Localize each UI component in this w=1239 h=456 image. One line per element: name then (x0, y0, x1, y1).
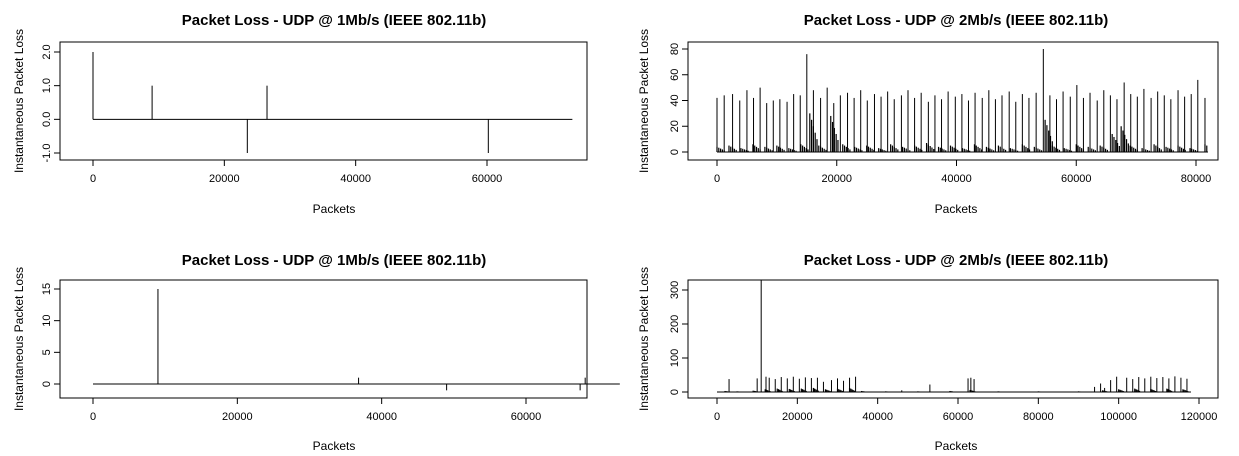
y-tick-label: 300 (669, 281, 681, 299)
x-tick-label: 20000 (222, 411, 253, 423)
x-tick-label: 40000 (366, 411, 397, 423)
x-tick-label: 80000 (1023, 411, 1054, 423)
y-axis-label-2: Instantaneous Packet Loss (637, 29, 651, 173)
chart-title-1: Packet Loss - UDP @ 1Mb/s (IEEE 802.11b) (182, 12, 486, 29)
x-tick-label: 60000 (511, 411, 542, 423)
panel-1: Packet Loss - UDP @ 1Mb/s (IEEE 802.11b)… (12, 12, 588, 216)
x-tick-label: 60000 (943, 411, 974, 423)
y-axis-label-3: Instantaneous Packet Loss (12, 267, 26, 411)
series-4 (717, 279, 1191, 393)
plot-frame-3 (59, 279, 588, 399)
plot-frame-2 (687, 41, 1219, 161)
chart-title-4: Packet Loss - UDP @ 2Mb/s (IEEE 802.11b) (804, 252, 1108, 269)
series-1 (92, 52, 573, 153)
y-tick-label: 100 (669, 349, 681, 367)
x-axis-label-1: Packets (313, 202, 356, 216)
x-axis-label-3: Packets (313, 439, 356, 453)
y-tick-label: 0 (669, 389, 681, 395)
x-tick-label: 40000 (340, 173, 371, 185)
panel-3: Packet Loss - UDP @ 1Mb/s (IEEE 802.11b)… (12, 252, 620, 453)
x-axis-label-4: Packets (935, 439, 978, 453)
chart-title-3: Packet Loss - UDP @ 1Mb/s (IEEE 802.11b) (182, 252, 486, 269)
y-tick-label: 200 (669, 315, 681, 333)
x-tick-label: 60000 (1061, 173, 1092, 185)
y-tick-label: 15 (41, 283, 53, 295)
x-axis-label-2: Packets (935, 202, 978, 216)
y-tick-label: 5 (41, 349, 53, 355)
y-tick-label: 0 (669, 149, 681, 155)
x-axis-2: 0 20000 40000 60000 80000 (714, 160, 1211, 185)
y-tick-label: 0 (41, 381, 53, 387)
x-axis-4: 0 20000 40000 60000 80000 100000 120000 (714, 398, 1217, 423)
y-tick-label: 10 (41, 315, 53, 327)
x-tick-label: 20000 (821, 173, 852, 185)
x-tick-label: 40000 (941, 173, 972, 185)
x-tick-label: 20000 (782, 411, 813, 423)
series-2 (716, 49, 1208, 153)
y-tick-label: 40 (669, 94, 681, 106)
x-tick-label: 80000 (1181, 173, 1212, 185)
x-axis-3: 0 20000 40000 60000 (90, 398, 541, 423)
x-tick-label: 100000 (1100, 411, 1137, 423)
x-tick-label: 40000 (862, 411, 893, 423)
x-tick-label: 60000 (472, 173, 503, 185)
y-tick-label: 80 (669, 43, 681, 55)
panel-2: Packet Loss - UDP @ 2Mb/s (IEEE 802.11b)… (637, 12, 1219, 216)
y-tick-label: 2.0 (41, 44, 53, 59)
x-tick-label: 0 (714, 411, 720, 423)
x-tick-label: 0 (90, 411, 96, 423)
y-axis-label-4: Instantaneous Packet Loss (637, 267, 651, 411)
x-tick-label: 0 (90, 173, 96, 185)
panel-4: Packet Loss - UDP @ 2Mb/s (IEEE 802.11b)… (637, 252, 1219, 453)
plot-frame-1 (59, 41, 588, 161)
x-tick-label: 0 (714, 173, 720, 185)
y-tick-label: 20 (669, 120, 681, 132)
y-axis-4: 0 100 200 300 (669, 281, 688, 395)
plot-frame-4 (687, 279, 1219, 399)
y-axis-3: 0 5 10 15 (41, 283, 60, 387)
y-tick-label: 1.0 (41, 78, 53, 93)
y-tick-label: 0.0 (41, 112, 53, 127)
y-axis-1: -1.0 0.0 1.0 2.0 (41, 44, 60, 162)
y-axis-label-1: Instantaneous Packet Loss (12, 29, 26, 173)
y-tick-label: -1.0 (41, 144, 53, 163)
y-tick-label: 60 (669, 69, 681, 81)
x-tick-label: 20000 (209, 173, 240, 185)
series-3 (93, 289, 620, 391)
chart-title-2: Packet Loss - UDP @ 2Mb/s (IEEE 802.11b) (804, 12, 1108, 29)
y-axis-2: 0 20 40 60 80 (669, 43, 688, 155)
x-axis-1: 0 20000 40000 60000 (90, 160, 502, 185)
x-tick-label: 120000 (1181, 411, 1218, 423)
